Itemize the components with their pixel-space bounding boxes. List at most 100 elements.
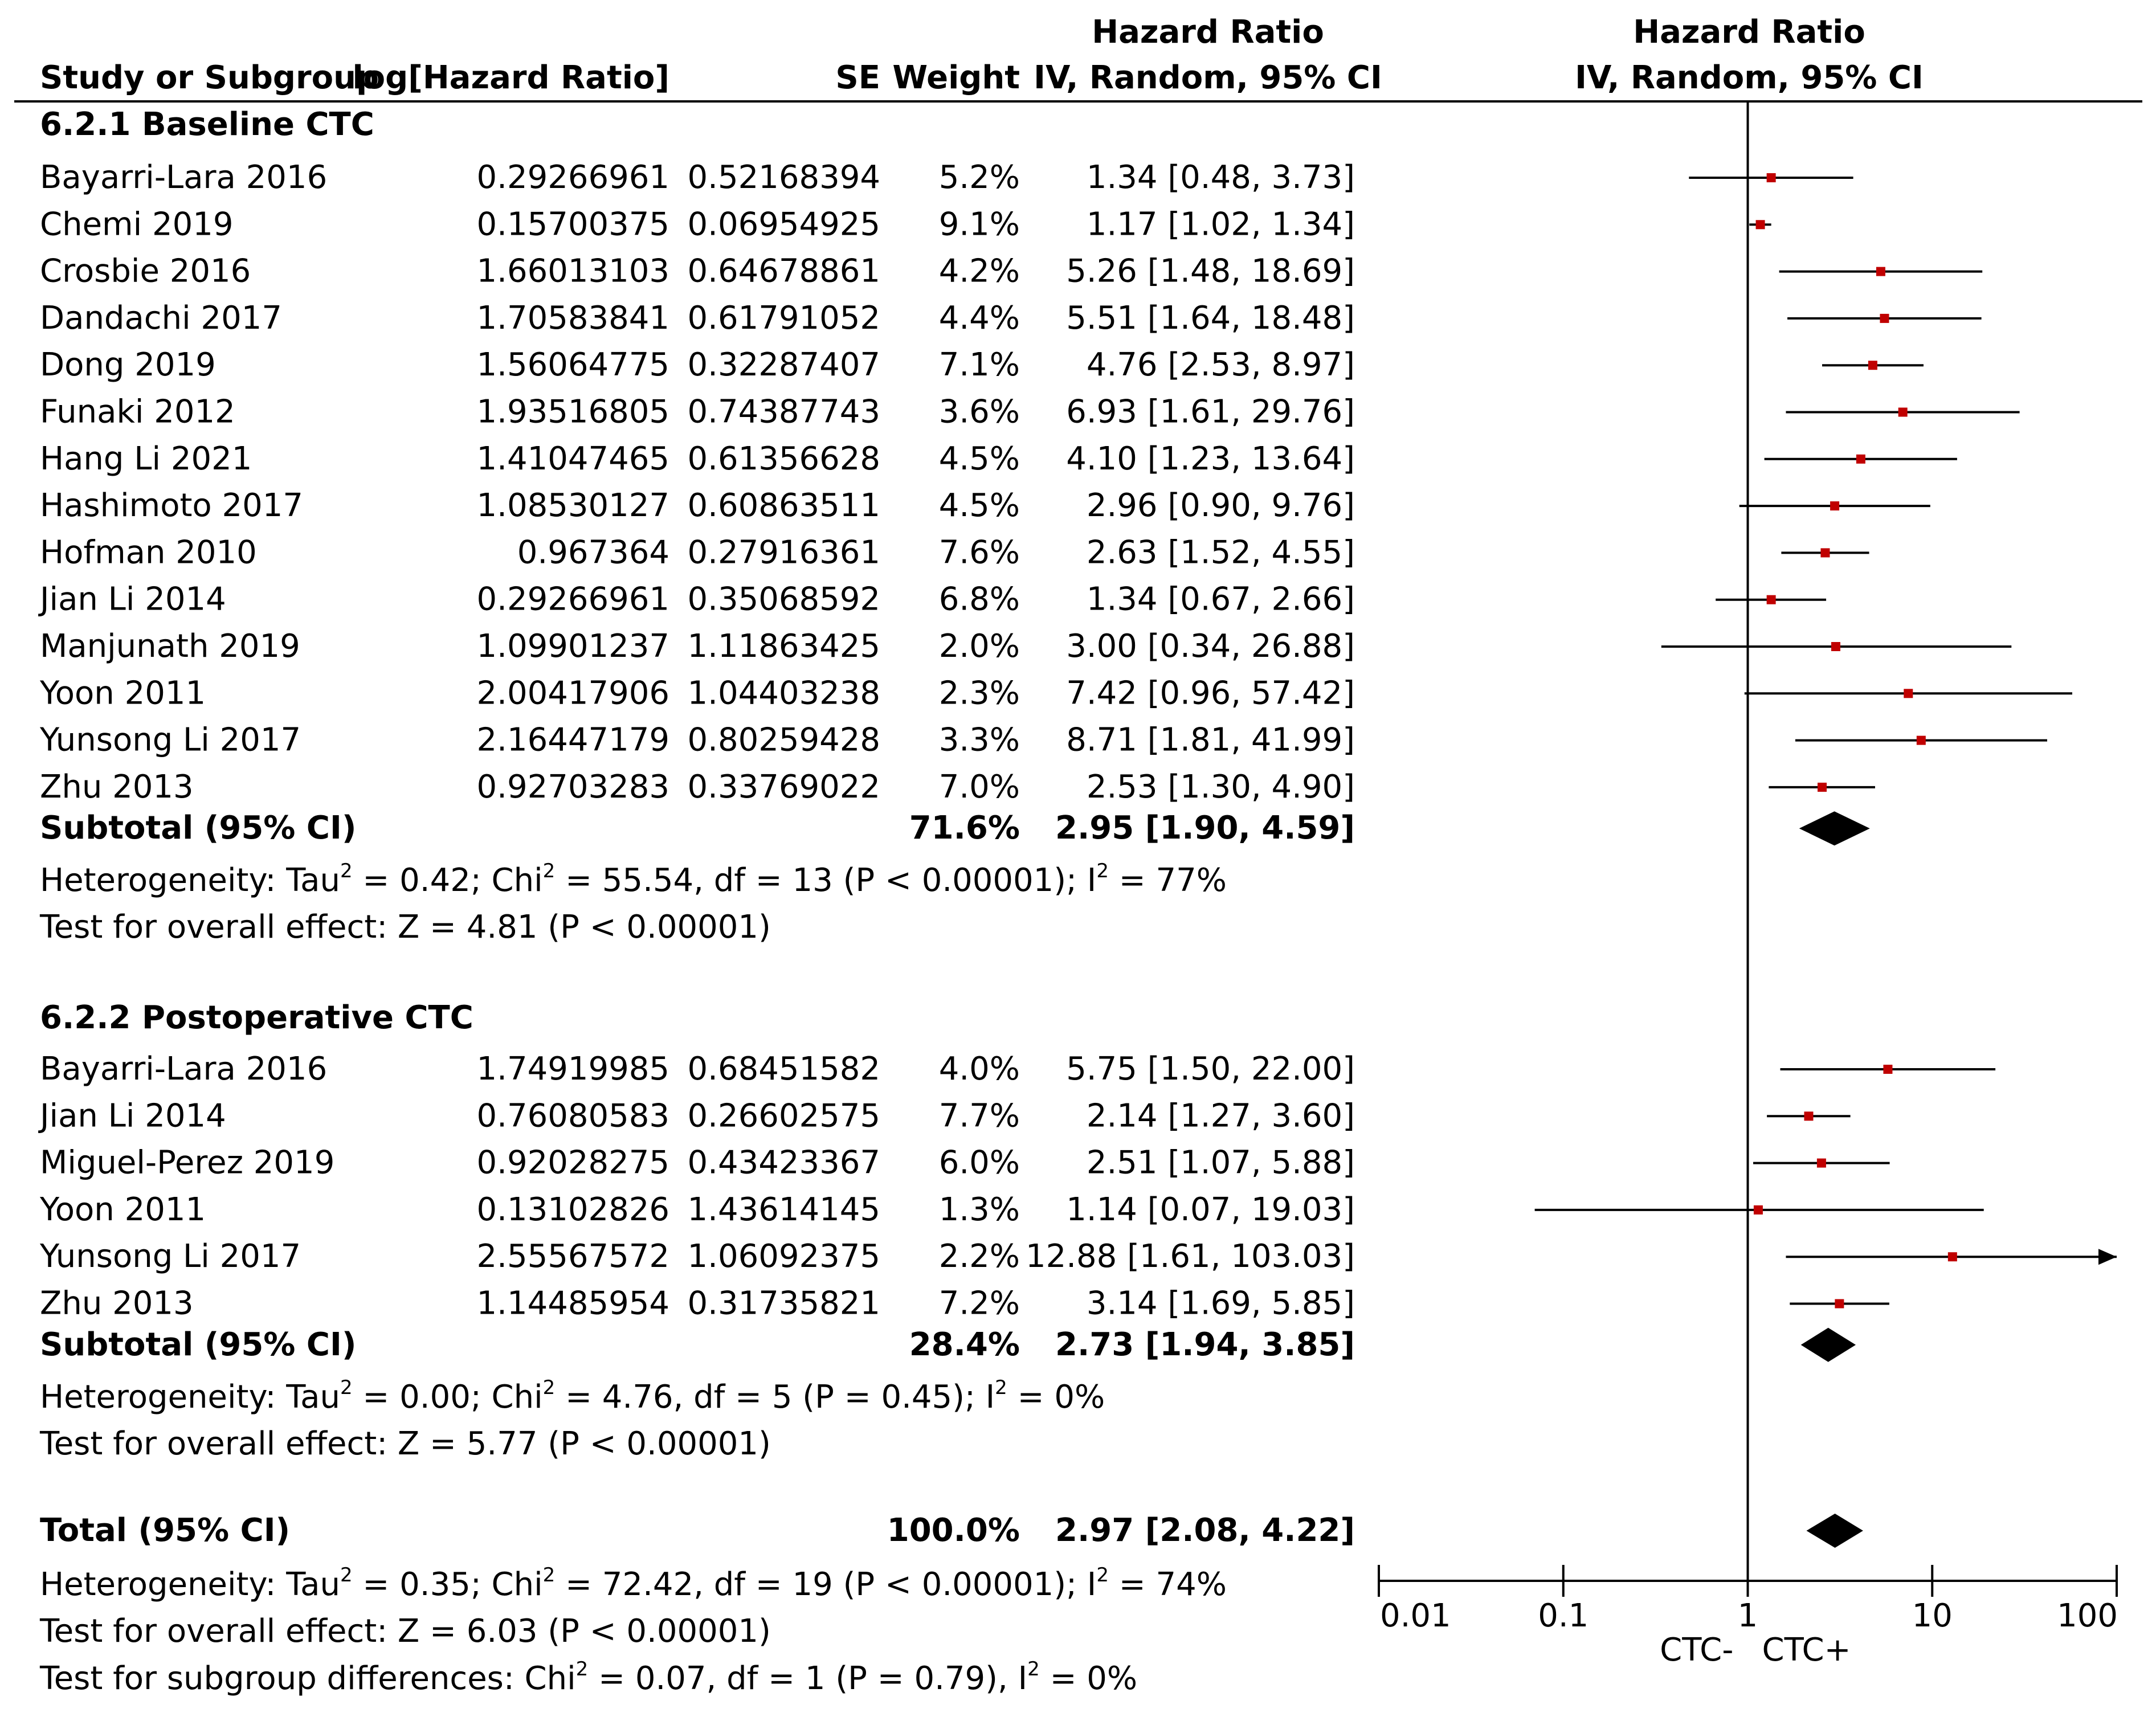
text-run: Heterogeneity: Tau <box>40 862 340 899</box>
study-loghr: 0.76080583 <box>477 1097 669 1134</box>
study-0-9-point <box>1766 595 1776 604</box>
study-ci-text: 1.17 [1.02, 1.34] <box>1087 206 1355 243</box>
total-diamond <box>1806 1514 1863 1548</box>
study-1-1-point <box>1804 1111 1814 1121</box>
study-ci-text: 3.00 [0.34, 26.88] <box>1066 628 1355 665</box>
study-weight: 3.3% <box>939 722 1020 759</box>
study-0-13-point <box>1818 782 1827 792</box>
subgroup-title: 6.2.1 Baseline CTC <box>40 106 374 143</box>
study-loghr: 0.13102826 <box>477 1191 669 1228</box>
study-loghr: 1.09901237 <box>477 628 669 665</box>
header-weight: Weight <box>892 59 1020 96</box>
study-weight: 9.1% <box>939 206 1020 243</box>
study-name: Chemi 2019 <box>40 206 233 243</box>
study-name: Hang Li 2021 <box>40 440 252 477</box>
favours-left-label: CTC- <box>1660 1632 1733 1669</box>
text-run: = 0.42; Chi <box>353 862 543 899</box>
study-name: Yoon 2011 <box>39 1191 206 1228</box>
text-run: = 55.54, df = 13 (P < 0.00001); I <box>555 862 1096 899</box>
study-se: 0.35068592 <box>688 581 880 618</box>
study-ci-text: 4.10 [1.23, 13.64] <box>1066 440 1355 477</box>
study-ci-text: 5.75 [1.50, 22.00] <box>1066 1050 1355 1088</box>
superscript-2: 2 <box>1027 1658 1040 1681</box>
superscript-2: 2 <box>543 1376 556 1399</box>
study-0-4-point <box>1868 361 1877 370</box>
study-ci-text: 12.88 [1.61, 103.03] <box>1026 1238 1355 1275</box>
study-ci-text: 2.96 [0.90, 9.76] <box>1087 487 1355 524</box>
study-name: Bayarri-Lara 2016 <box>40 159 327 196</box>
study-0-7-point <box>1830 501 1840 511</box>
study-1-4-ci-arrow <box>2098 1249 2117 1265</box>
text-run: = 0.07, df = 1 (P = 0.79), I <box>588 1660 1027 1697</box>
x-tick-label: 0.01 <box>1380 1597 1451 1634</box>
total-weight: 100.0% <box>887 1512 1020 1549</box>
total-ci-text: 2.97 [2.08, 4.22] <box>1055 1512 1355 1549</box>
study-loghr: 2.55567572 <box>477 1238 669 1275</box>
study-loghr: 1.41047465 <box>477 440 669 477</box>
study-0-8-point <box>1820 548 1830 558</box>
study-weight: 2.2% <box>939 1238 1020 1275</box>
study-ci-text: 8.71 [1.81, 41.99] <box>1066 722 1355 759</box>
subtotal-weight: 71.6% <box>909 810 1020 847</box>
study-weight: 2.0% <box>939 628 1020 665</box>
study-loghr: 2.00417906 <box>477 674 669 712</box>
header-plot-line1: Hazard Ratio <box>1633 14 1865 51</box>
study-loghr: 1.66013103 <box>477 253 669 290</box>
subtotal-ci-text: 2.95 [1.90, 4.59] <box>1055 810 1355 847</box>
study-loghr: 0.29266961 <box>477 581 669 618</box>
study-0-11-point <box>1904 689 1913 698</box>
text-run: Heterogeneity: Tau <box>40 1379 340 1416</box>
total-heterogeneity-text: Heterogeneity: Tau2 = 0.35; Chi2 = 72.42… <box>40 1564 1227 1603</box>
study-name: Manjunath 2019 <box>40 628 300 665</box>
study-se: 1.06092375 <box>688 1238 880 1275</box>
study-loghr: 0.15700375 <box>477 206 669 243</box>
subtotal-ci-text: 2.73 [1.94, 3.85] <box>1055 1326 1355 1363</box>
study-1-4-point <box>1947 1252 1957 1262</box>
study-weight: 3.6% <box>939 394 1020 431</box>
study-weight: 4.5% <box>939 440 1020 477</box>
study-name: Zhu 2013 <box>40 768 194 806</box>
text-run: = 72.42, df = 19 (P < 0.00001); I <box>555 1566 1096 1603</box>
study-loghr: 1.14485954 <box>477 1285 669 1322</box>
study-se: 0.61356628 <box>688 440 880 477</box>
study-se: 0.31735821 <box>688 1285 880 1322</box>
subtotal-weight: 28.4% <box>909 1326 1020 1363</box>
subgroup-title: 6.2.2 Postoperative CTC <box>40 999 473 1036</box>
study-0-0-point <box>1766 173 1776 182</box>
study-0-5-point <box>1898 407 1908 417</box>
superscript-2: 2 <box>1096 860 1109 882</box>
study-loghr: 2.16447179 <box>477 722 669 759</box>
study-loghr: 1.93516805 <box>477 394 669 431</box>
study-1-5-point <box>1835 1299 1844 1309</box>
study-ci-text: 3.14 [1.69, 5.85] <box>1087 1285 1355 1322</box>
study-weight: 7.2% <box>939 1285 1020 1322</box>
overall-effect-text: Test for overall effect: Z = 5.77 (P < 0… <box>39 1425 771 1462</box>
study-weight: 1.3% <box>939 1191 1020 1228</box>
study-se: 0.06954925 <box>688 206 880 243</box>
superscript-2: 2 <box>995 1376 1007 1399</box>
subtotal-label: Subtotal (95% CI) <box>40 1326 356 1363</box>
x-tick-label: 1 <box>1738 1597 1758 1634</box>
study-ci-text: 2.14 [1.27, 3.60] <box>1087 1097 1355 1134</box>
text-run: Test for subgroup differences: Chi <box>39 1660 576 1697</box>
study-name: Miguel-Perez 2019 <box>40 1144 334 1181</box>
superscript-2: 2 <box>543 860 556 882</box>
study-ci-text: 5.26 [1.48, 18.69] <box>1066 253 1355 290</box>
study-ci-text: 5.51 [1.64, 18.48] <box>1066 300 1355 337</box>
study-loghr: 1.56064775 <box>477 346 669 383</box>
text-run: = 4.76, df = 5 (P = 0.45); I <box>555 1379 995 1416</box>
study-se: 0.60863511 <box>688 487 880 524</box>
study-weight: 4.4% <box>939 300 1020 337</box>
total-label: Total (95% CI) <box>40 1512 290 1549</box>
study-name: Yoon 2011 <box>39 674 206 712</box>
study-weight: 4.0% <box>939 1050 1020 1088</box>
subgroup-difference-text: Test for subgroup differences: Chi 2 = 0.… <box>39 1658 1137 1697</box>
study-se: 0.74387743 <box>688 394 880 431</box>
study-ci-text: 2.51 [1.07, 5.88] <box>1087 1144 1355 1181</box>
study-ci-text: 1.34 [0.67, 2.66] <box>1087 581 1355 618</box>
study-ci-text: 2.63 [1.52, 4.55] <box>1087 534 1355 571</box>
study-0-12-point <box>1916 735 1926 745</box>
study-ci-text: 2.53 [1.30, 4.90] <box>1087 768 1355 806</box>
study-se: 1.04403238 <box>688 674 880 712</box>
overall-effect-text: Test for overall effect: Z = 4.81 (P < 0… <box>39 909 771 946</box>
